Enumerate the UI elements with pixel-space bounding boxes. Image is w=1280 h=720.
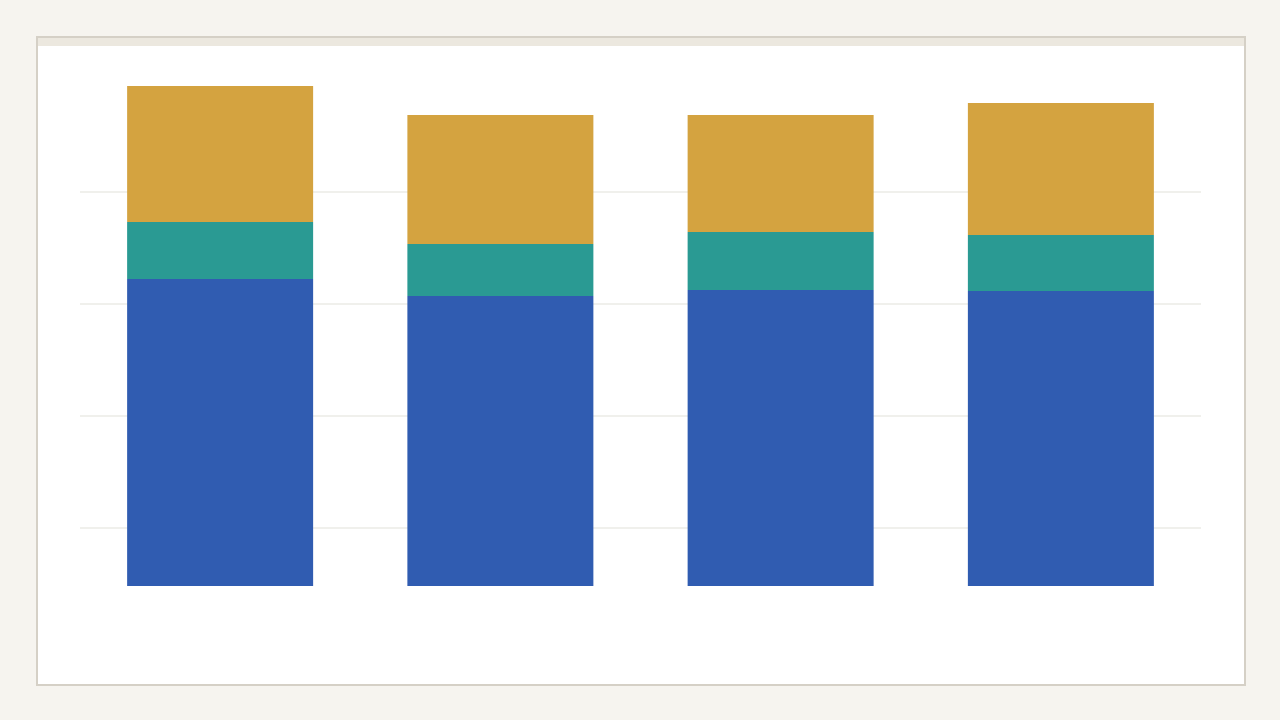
bar-segment-4-series-1 (967, 291, 1154, 586)
bar-segment-2-series-1 (407, 296, 594, 586)
bar-segment-3-series-2 (687, 232, 874, 290)
bar-segment-4-series-3 (967, 103, 1154, 235)
bar-segment-1-series-3 (127, 86, 314, 222)
panel-header-strip (38, 38, 1244, 46)
bar-segment-1-series-2 (127, 222, 314, 279)
bar-segment-1-series-1 (127, 279, 314, 586)
bar-segment-4-series-2 (967, 235, 1154, 291)
bar-segment-2-series-2 (407, 244, 594, 296)
bar-segment-2-series-3 (407, 115, 594, 244)
bar-segment-3-series-1 (687, 290, 874, 586)
bar-segment-3-series-3 (687, 115, 874, 232)
